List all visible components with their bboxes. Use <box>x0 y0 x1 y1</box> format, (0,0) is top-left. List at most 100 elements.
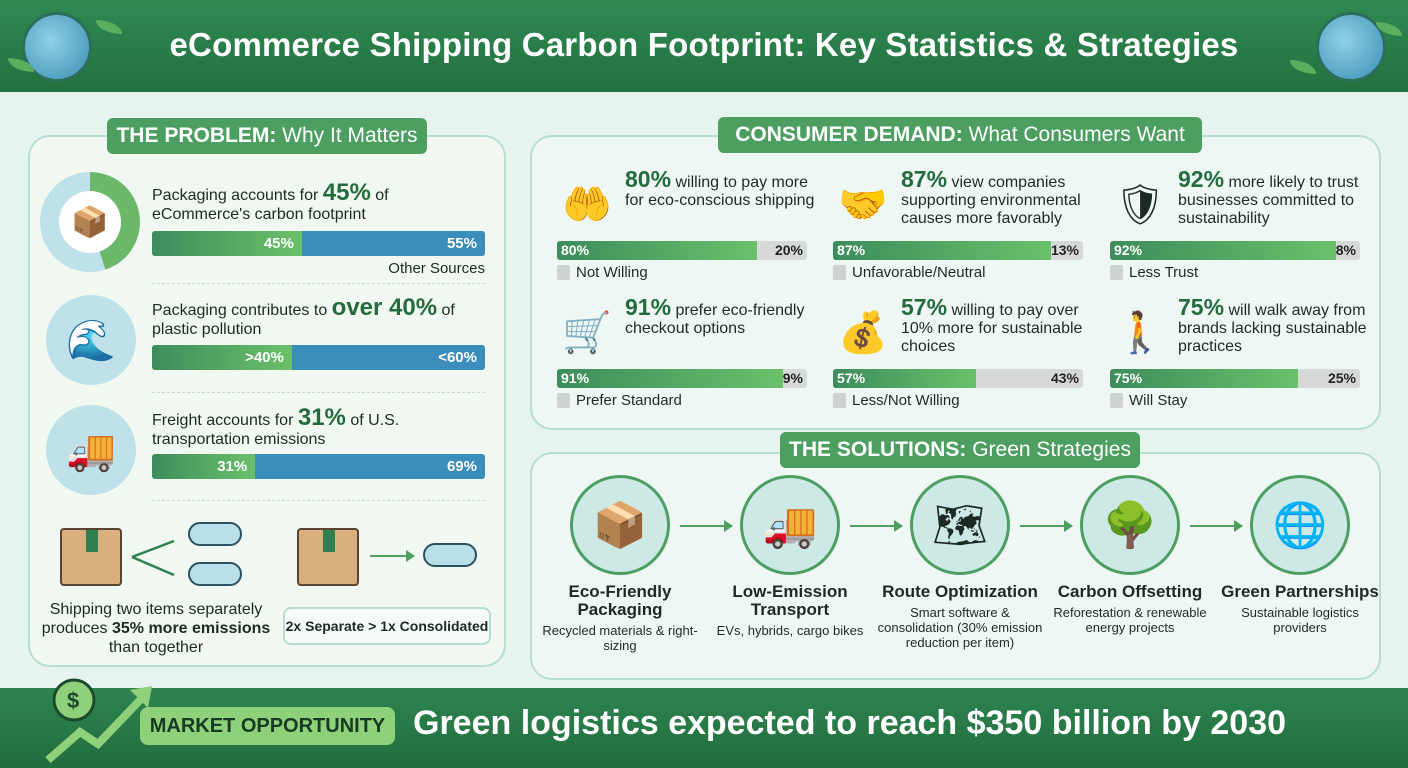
package-icon <box>60 528 122 586</box>
consumer-stat: 🛒 91% prefer eco-friendly checkout optio… <box>557 296 807 418</box>
bar-caption: Other Sources <box>388 260 485 277</box>
globe-icon <box>1316 12 1386 82</box>
svg-text:$: $ <box>67 688 79 713</box>
page-title: eCommerce Shipping Carbon Footprint: Key… <box>169 26 1239 63</box>
solution-item: 🌐 Green Partnerships Sustainable logisti… <box>1215 475 1385 635</box>
bar-segment-other: <60% <box>291 345 485 370</box>
demand-heading: CONSUMER DEMAND: What Consumers Want <box>718 117 1202 153</box>
consumer-bar: 80% 20% <box>557 241 807 260</box>
arrow-icon <box>1020 520 1073 532</box>
consumer-stat-text: 75% will walk away from brands lacking s… <box>1178 294 1367 356</box>
solution-desc: Sustainable logistics providers <box>1241 605 1359 635</box>
map-route-gear-icon: 🗺 <box>910 475 1010 575</box>
bar-segment-primary: 92% <box>1110 241 1336 260</box>
freight-truck-icon: 🚚 <box>46 405 136 495</box>
consumer-bar: 91% 9% <box>557 369 807 388</box>
solution-item: 📦 Eco-Friendly Packaging Recycled materi… <box>535 475 705 653</box>
solution-item: 🗺 Route Optimization Smart software & co… <box>875 475 1045 650</box>
legend-item: Prefer Standard <box>557 392 682 409</box>
legend-swatch <box>833 265 846 280</box>
bar-segment-primary: 31% <box>152 454 256 479</box>
legend-item: Unfavorable/Neutral <box>833 264 985 281</box>
market-opportunity-text: Green logistics expected to reach $350 b… <box>413 704 1287 742</box>
bar-segment-rest: 20% <box>757 241 807 260</box>
solution-title: Green Partnerships <box>1221 582 1379 601</box>
bar-segment-rest: 9% <box>782 369 807 388</box>
legend-swatch <box>833 393 846 408</box>
person-walking-away-icon: 🚶 <box>1115 310 1165 355</box>
arrow-icon <box>850 520 903 532</box>
header: eCommerce Shipping Carbon Footprint: Key… <box>0 0 1408 92</box>
consumer-stat-text: 87% view companies supporting environmen… <box>901 166 1081 228</box>
plastic-bottle-wave-icon: 🌊 <box>46 295 136 385</box>
tree-solar-icon: 🌳 <box>1080 475 1180 575</box>
bar-segment-primary: 80% <box>557 241 757 260</box>
hand-heart-coin-icon: 🤲 <box>562 182 612 227</box>
legend-swatch <box>1110 393 1123 408</box>
problem-stat-text: Packaging contributes to over 40% of pla… <box>152 294 455 339</box>
electric-truck-bike-icon: 🚚 <box>740 475 840 575</box>
cloud-icon <box>423 543 477 567</box>
cloud-icon <box>188 562 242 586</box>
consumer-stat-text: 80% willing to pay more for eco-consciou… <box>625 166 815 210</box>
bar-segment-primary: 87% <box>833 241 1051 260</box>
legend-item: Not Willing <box>557 264 648 281</box>
bar-segment-rest: 8% <box>1335 241 1360 260</box>
legend-item: Less Trust <box>1110 264 1198 281</box>
legend-item: Will Stay <box>1110 392 1187 409</box>
bar-segment-primary: 45% <box>152 231 302 256</box>
solution-item: 🚚 Low-Emission Transport EVs, hybrids, c… <box>705 475 875 638</box>
solution-desc: Reforestation & renewable energy project… <box>1053 605 1207 635</box>
bar-segment-rest: 13% <box>1050 241 1083 260</box>
problem-split-bar: >40% <60% <box>152 345 485 370</box>
arrow-icon <box>1190 520 1243 532</box>
solution-title: Eco-Friendly Packaging <box>568 582 672 619</box>
bar-segment-primary: 57% <box>833 369 976 388</box>
split-arrows-icon <box>131 539 175 577</box>
legend-item: Less/Not Willing <box>833 392 960 409</box>
legend-swatch <box>557 265 570 280</box>
consumer-stat: 🛡 92% more likely to trust businesses co… <box>1110 168 1360 290</box>
solution-title: Low-Emission Transport <box>732 582 848 619</box>
cloud-icon <box>188 522 242 546</box>
eco-box-recycle-icon: 📦 <box>570 475 670 575</box>
solution-item: 🌳 Carbon Offsetting Reforestation & rene… <box>1045 475 1215 635</box>
bar-segment-rest: 43% <box>975 369 1083 388</box>
shield-leaf-icon: 🛡 <box>1114 182 1166 227</box>
consumer-stat: 🤲 80% willing to pay more for eco-consci… <box>557 168 814 290</box>
package-icon <box>297 528 359 586</box>
solution-desc: Recycled materials & right-sizing <box>542 623 698 653</box>
hands-globe-icon: 🌐 <box>1250 475 1350 575</box>
consumer-stat-text: 92% more likely to trust businesses comm… <box>1178 166 1359 228</box>
problem-split-bar: 45% 55% <box>152 231 485 256</box>
consumer-stat-text: 91% prefer eco-friendly checkout options <box>625 294 805 338</box>
shipping-stat: Shipping two items separately produces 3… <box>41 601 271 656</box>
problem-stat-text: Packaging accounts for 45% of eCommerce'… <box>152 179 389 224</box>
dollar-growth-arrow-icon: $ <box>45 678 152 764</box>
consumer-stat: 🚶 75% will walk away from brands lacking… <box>1110 296 1367 418</box>
problem-heading: THE PROBLEM: Why It Matters <box>107 118 427 154</box>
problem-split-bar: 31% 69% <box>152 454 485 479</box>
bar-segment-other: 55% <box>301 231 485 256</box>
bar-segment-primary: 75% <box>1110 369 1298 388</box>
solution-title: Carbon Offsetting <box>1057 582 1203 601</box>
solution-desc: Smart software & consolidation (30% emis… <box>877 605 1043 650</box>
solutions-heading: THE SOLUTIONS: Green Strategies <box>780 432 1140 468</box>
comparison-callout: 2x Separate > 1x Consolidated <box>283 607 491 645</box>
arrow-icon <box>370 550 415 562</box>
legend-swatch <box>557 393 570 408</box>
bar-segment-primary: >40% <box>152 345 292 370</box>
consumer-bar: 92% 8% <box>1110 241 1360 260</box>
market-opportunity-label: MARKET OPPORTUNITY <box>140 707 395 745</box>
problem-stat-text: Freight accounts for 31% of U.S. transpo… <box>152 404 400 449</box>
handshake-globe-icon: 🤝 <box>838 182 888 227</box>
consumer-bar: 75% 25% <box>1110 369 1360 388</box>
solution-title: Route Optimization <box>882 582 1038 601</box>
package-icon: 📦 <box>59 191 121 253</box>
money-bag-icon: 💰 <box>838 310 888 355</box>
donut-chart-icon: 📦 <box>40 172 140 272</box>
arrow-icon <box>680 520 733 532</box>
consumer-bar: 57% 43% <box>833 369 1083 388</box>
consumer-stat: 🤝 87% view companies supporting environm… <box>833 168 1083 290</box>
bar-segment-other: 69% <box>255 454 485 479</box>
